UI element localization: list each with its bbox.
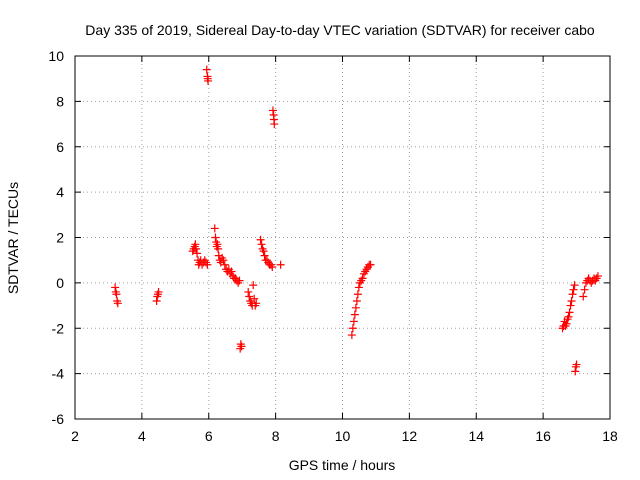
data-point <box>256 235 265 244</box>
data-point <box>210 224 219 233</box>
data-point <box>204 76 213 85</box>
data-point <box>347 331 356 340</box>
data-point <box>276 260 285 269</box>
data-point <box>270 120 279 129</box>
data-point <box>268 106 277 115</box>
data-point <box>358 274 367 283</box>
y-tick-label: 2 <box>56 230 64 246</box>
y-tick-label: -2 <box>52 320 65 336</box>
data-point <box>353 290 362 299</box>
data-point <box>245 292 254 301</box>
data-point <box>259 247 268 256</box>
data-point <box>567 297 576 306</box>
x-tick-label: 6 <box>205 428 213 444</box>
x-tick-label: 16 <box>535 428 551 444</box>
data-point <box>571 367 580 376</box>
data-point <box>202 65 211 74</box>
data-point <box>580 285 589 294</box>
x-tick-label: 2 <box>71 428 79 444</box>
data-point <box>214 244 223 253</box>
x-tick-label: 18 <box>602 428 618 444</box>
x-tick-label: 12 <box>402 428 418 444</box>
data-point <box>348 324 357 333</box>
data-point <box>211 233 220 242</box>
data-point <box>352 297 361 306</box>
y-tick-label: 8 <box>56 93 64 109</box>
data-point <box>219 256 228 265</box>
data-point <box>237 342 246 351</box>
data-point <box>572 360 581 369</box>
data-point <box>562 319 571 328</box>
data-point <box>366 260 375 269</box>
data-point <box>220 260 229 269</box>
data-point <box>193 249 202 258</box>
y-tick-label: -4 <box>52 366 65 382</box>
data-point <box>203 260 212 269</box>
data-point <box>268 262 277 271</box>
y-tick-label: 6 <box>56 139 64 155</box>
x-tick-label: 8 <box>272 428 280 444</box>
data-point <box>112 290 121 299</box>
data-point <box>354 283 363 292</box>
data-point <box>569 285 578 294</box>
data-point <box>579 292 588 301</box>
data-point <box>593 272 602 281</box>
data-point <box>565 308 574 317</box>
data-point <box>564 312 573 321</box>
x-tick-label: 14 <box>468 428 484 444</box>
chart-title: Day 335 of 2019, Sidereal Day-to-day VTE… <box>85 22 595 38</box>
data-point <box>249 281 258 290</box>
data-point <box>252 299 261 308</box>
data-point <box>244 287 253 296</box>
data-point <box>351 303 360 312</box>
data-point <box>570 281 579 290</box>
data-point <box>191 240 200 249</box>
data-point <box>227 267 236 276</box>
data-point <box>235 276 244 285</box>
data-point <box>113 299 122 308</box>
y-axis-title: SDTVAR / TECUs <box>5 182 21 294</box>
data-point <box>192 244 201 253</box>
y-tick-label: 10 <box>48 48 64 64</box>
x-tick-label: 10 <box>335 428 351 444</box>
data-point <box>250 294 259 303</box>
data-point <box>349 317 358 326</box>
plot-frame <box>74 55 611 420</box>
y-tick-label: 0 <box>56 275 64 291</box>
x-tick-label: 4 <box>138 428 146 444</box>
data-point <box>257 240 266 249</box>
data-point <box>213 240 222 249</box>
data-point <box>260 251 269 260</box>
data-point <box>350 310 359 319</box>
data-points <box>111 65 602 376</box>
data-point <box>154 287 163 296</box>
y-tick-label: -6 <box>52 411 65 427</box>
tick-labels: 2 4 6 8 10 12 14 16 18 -6 -4 -2 0 2 4 6 8 10 <box>48 48 618 444</box>
data-point <box>566 301 575 310</box>
data-point <box>152 297 161 306</box>
y-tick-label: 4 <box>56 184 64 200</box>
x-axis-title: GPS time / hours <box>289 457 396 473</box>
grid-lines <box>75 56 610 419</box>
data-point <box>111 283 120 292</box>
data-point <box>568 290 577 299</box>
